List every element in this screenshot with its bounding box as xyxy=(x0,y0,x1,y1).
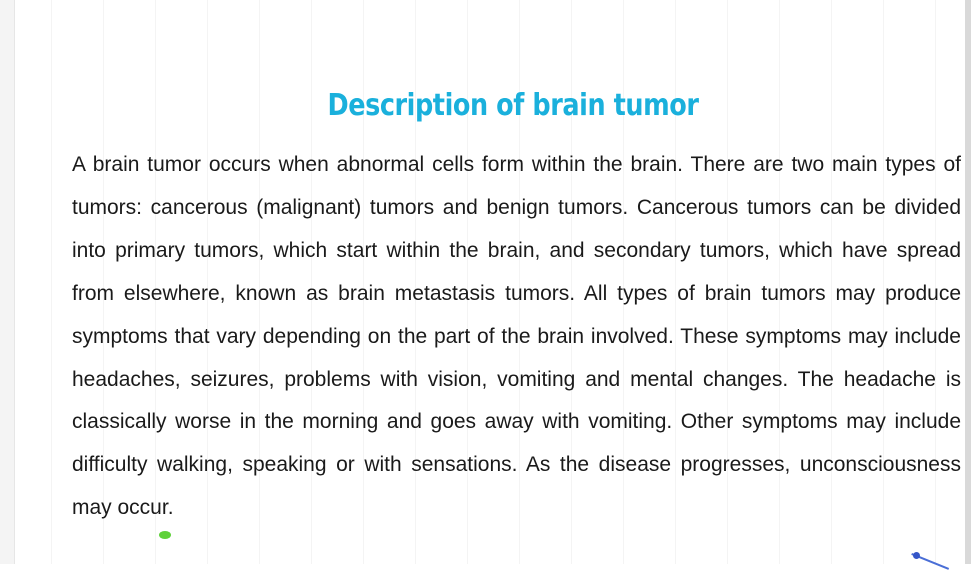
left-scroll-margin xyxy=(0,0,15,564)
slide-body-paragraph: A brain tumor occurs when abnormal cells… xyxy=(72,153,961,520)
right-scrollbar-edge xyxy=(965,0,971,564)
slide-title: Description of brain tumor xyxy=(327,88,699,123)
decorative-node-dot xyxy=(913,552,920,559)
pointer-highlight-dot xyxy=(159,531,171,539)
